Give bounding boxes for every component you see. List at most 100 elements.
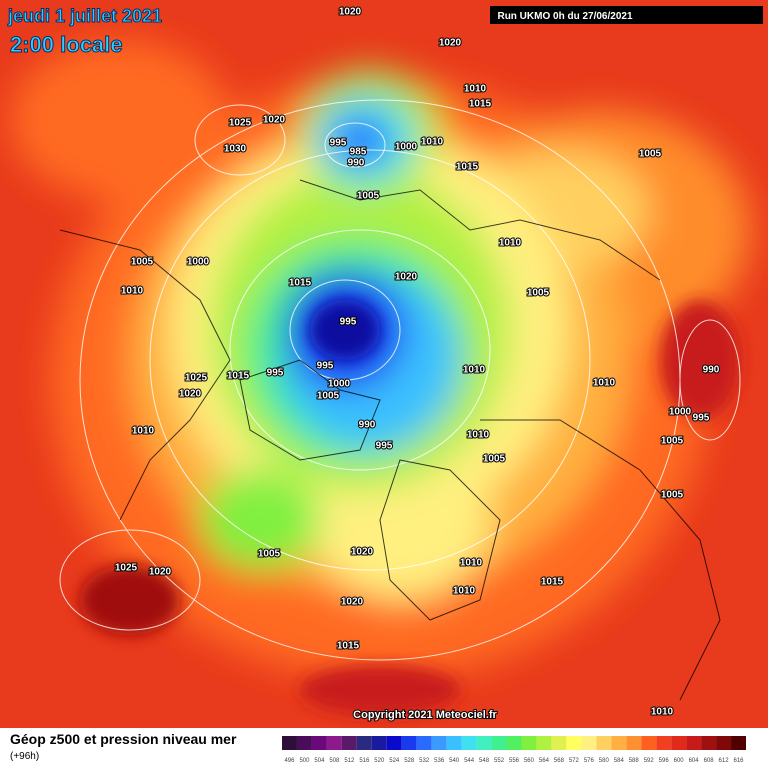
isobar-label: 1015 <box>456 162 479 173</box>
scale-label: 548 <box>479 758 490 764</box>
isobar-label: 1010 <box>453 586 476 597</box>
scale-label: 592 <box>644 758 655 764</box>
isobar-label: 1005 <box>661 436 684 447</box>
isobar-label: 1015 <box>289 278 312 289</box>
isobar-label: 1005 <box>317 391 340 402</box>
scale-label: 564 <box>539 758 550 764</box>
scale-swatch <box>641 736 657 750</box>
scale-swatch <box>581 736 597 750</box>
scale-swatch <box>716 736 732 750</box>
isobar-label: 990 <box>359 420 376 431</box>
isobar-label: 1010 <box>460 558 483 569</box>
scale-label: 568 <box>554 758 565 764</box>
scale-swatch <box>356 736 372 750</box>
isobars <box>59 99 741 661</box>
color-scale: 496 500 504 508 512 516 520 524 528 532 536 540 544 5… <box>282 736 746 764</box>
isobar-label: 995 <box>267 368 284 379</box>
run-info: Run UKMO 0h du 27/06/2021 <box>497 11 632 22</box>
scale-swatch <box>326 736 342 750</box>
scale-swatch <box>491 736 507 750</box>
scale-swatch <box>282 736 297 750</box>
isobar-label: 1015 <box>469 99 492 110</box>
scale-label: 512 <box>344 758 355 764</box>
scale-label: 532 <box>419 758 430 764</box>
scale-swatch <box>671 736 687 750</box>
scale-label: 528 <box>404 758 415 764</box>
scale-swatch <box>506 736 522 750</box>
isobar-label: 1010 <box>421 137 444 148</box>
isobar-label: 1010 <box>467 430 490 441</box>
scale-swatch <box>416 736 432 750</box>
scale-label: 552 <box>494 758 505 764</box>
isobar-label: 1010 <box>132 426 155 437</box>
isobar-label: 1000 <box>669 407 692 418</box>
isobar-label: 1010 <box>593 378 616 389</box>
scale-swatch <box>461 736 477 750</box>
isobar-label: 1020 <box>149 567 172 578</box>
scale-label: 520 <box>374 758 385 764</box>
isobar-label: 995 <box>693 413 710 424</box>
isobar-label: 1010 <box>499 238 522 249</box>
isobar-label: 1020 <box>439 38 462 49</box>
isobar-label: 1010 <box>464 84 487 95</box>
scale-swatch <box>476 736 492 750</box>
isobar-label: 1005 <box>357 191 380 202</box>
isobar-label: 1020 <box>341 597 364 608</box>
scale-swatch <box>431 736 447 750</box>
scale-label: 616 <box>734 758 745 764</box>
scale-swatch <box>596 736 612 750</box>
scale-swatch <box>626 736 642 750</box>
isobar-label: 1005 <box>661 490 684 501</box>
scale-swatch <box>551 736 567 750</box>
scale-label: 540 <box>449 758 460 764</box>
scale-swatch <box>371 736 387 750</box>
scale-label: 496 <box>284 758 295 764</box>
scale-swatch <box>341 736 357 750</box>
isobar-label: 1010 <box>121 286 144 297</box>
isobar-label: 1030 <box>224 144 247 155</box>
isobar-label: 1010 <box>463 365 486 376</box>
scale-swatch <box>656 736 672 750</box>
scale-label: 560 <box>524 758 535 764</box>
isobar-label: 1015 <box>337 641 360 652</box>
scale-label: 580 <box>599 758 610 764</box>
scale-swatch <box>731 736 746 750</box>
isobar-label: 1005 <box>131 257 154 268</box>
coastlines <box>59 179 721 701</box>
footer-title: Géop z500 et pression niveau mer <box>10 731 237 747</box>
scale-label: 584 <box>614 758 625 764</box>
scale-label: 556 <box>509 758 520 764</box>
scale-label: 508 <box>329 758 340 764</box>
scale-label: 516 <box>359 758 370 764</box>
isobar-label: 985 <box>350 147 367 158</box>
isobar-label: 995 <box>317 361 334 372</box>
isobar-label: 995 <box>340 317 357 328</box>
scale-label: 576 <box>584 758 595 764</box>
isobar-label: 990 <box>703 365 720 376</box>
copyright: Copyright 2021 Meteociel.fr <box>353 709 497 721</box>
scale-swatch <box>386 736 402 750</box>
scale-swatch <box>311 736 327 750</box>
scale-swatch <box>686 736 702 750</box>
isobar-label: 1000 <box>395 142 418 153</box>
isobar-label: 1025 <box>229 118 252 129</box>
run-box <box>490 6 763 24</box>
scale-label: 544 <box>464 758 475 764</box>
scale-swatch <box>521 736 537 750</box>
isobar-label: 1005 <box>527 288 550 299</box>
isobar-label: 990 <box>348 158 365 169</box>
isobar-label: 1020 <box>263 115 286 126</box>
isobar-label: 1010 <box>651 707 674 718</box>
scale-swatch <box>566 736 582 750</box>
isobar-label: 1015 <box>227 371 250 382</box>
isobar-label: 1000 <box>187 257 210 268</box>
isobar-label: 1020 <box>351 547 374 558</box>
isobar-label: 1025 <box>185 373 208 384</box>
scale-label: 612 <box>719 758 730 764</box>
scale-label: 588 <box>629 758 640 764</box>
scale-swatch <box>611 736 627 750</box>
scale-swatch <box>401 736 417 750</box>
